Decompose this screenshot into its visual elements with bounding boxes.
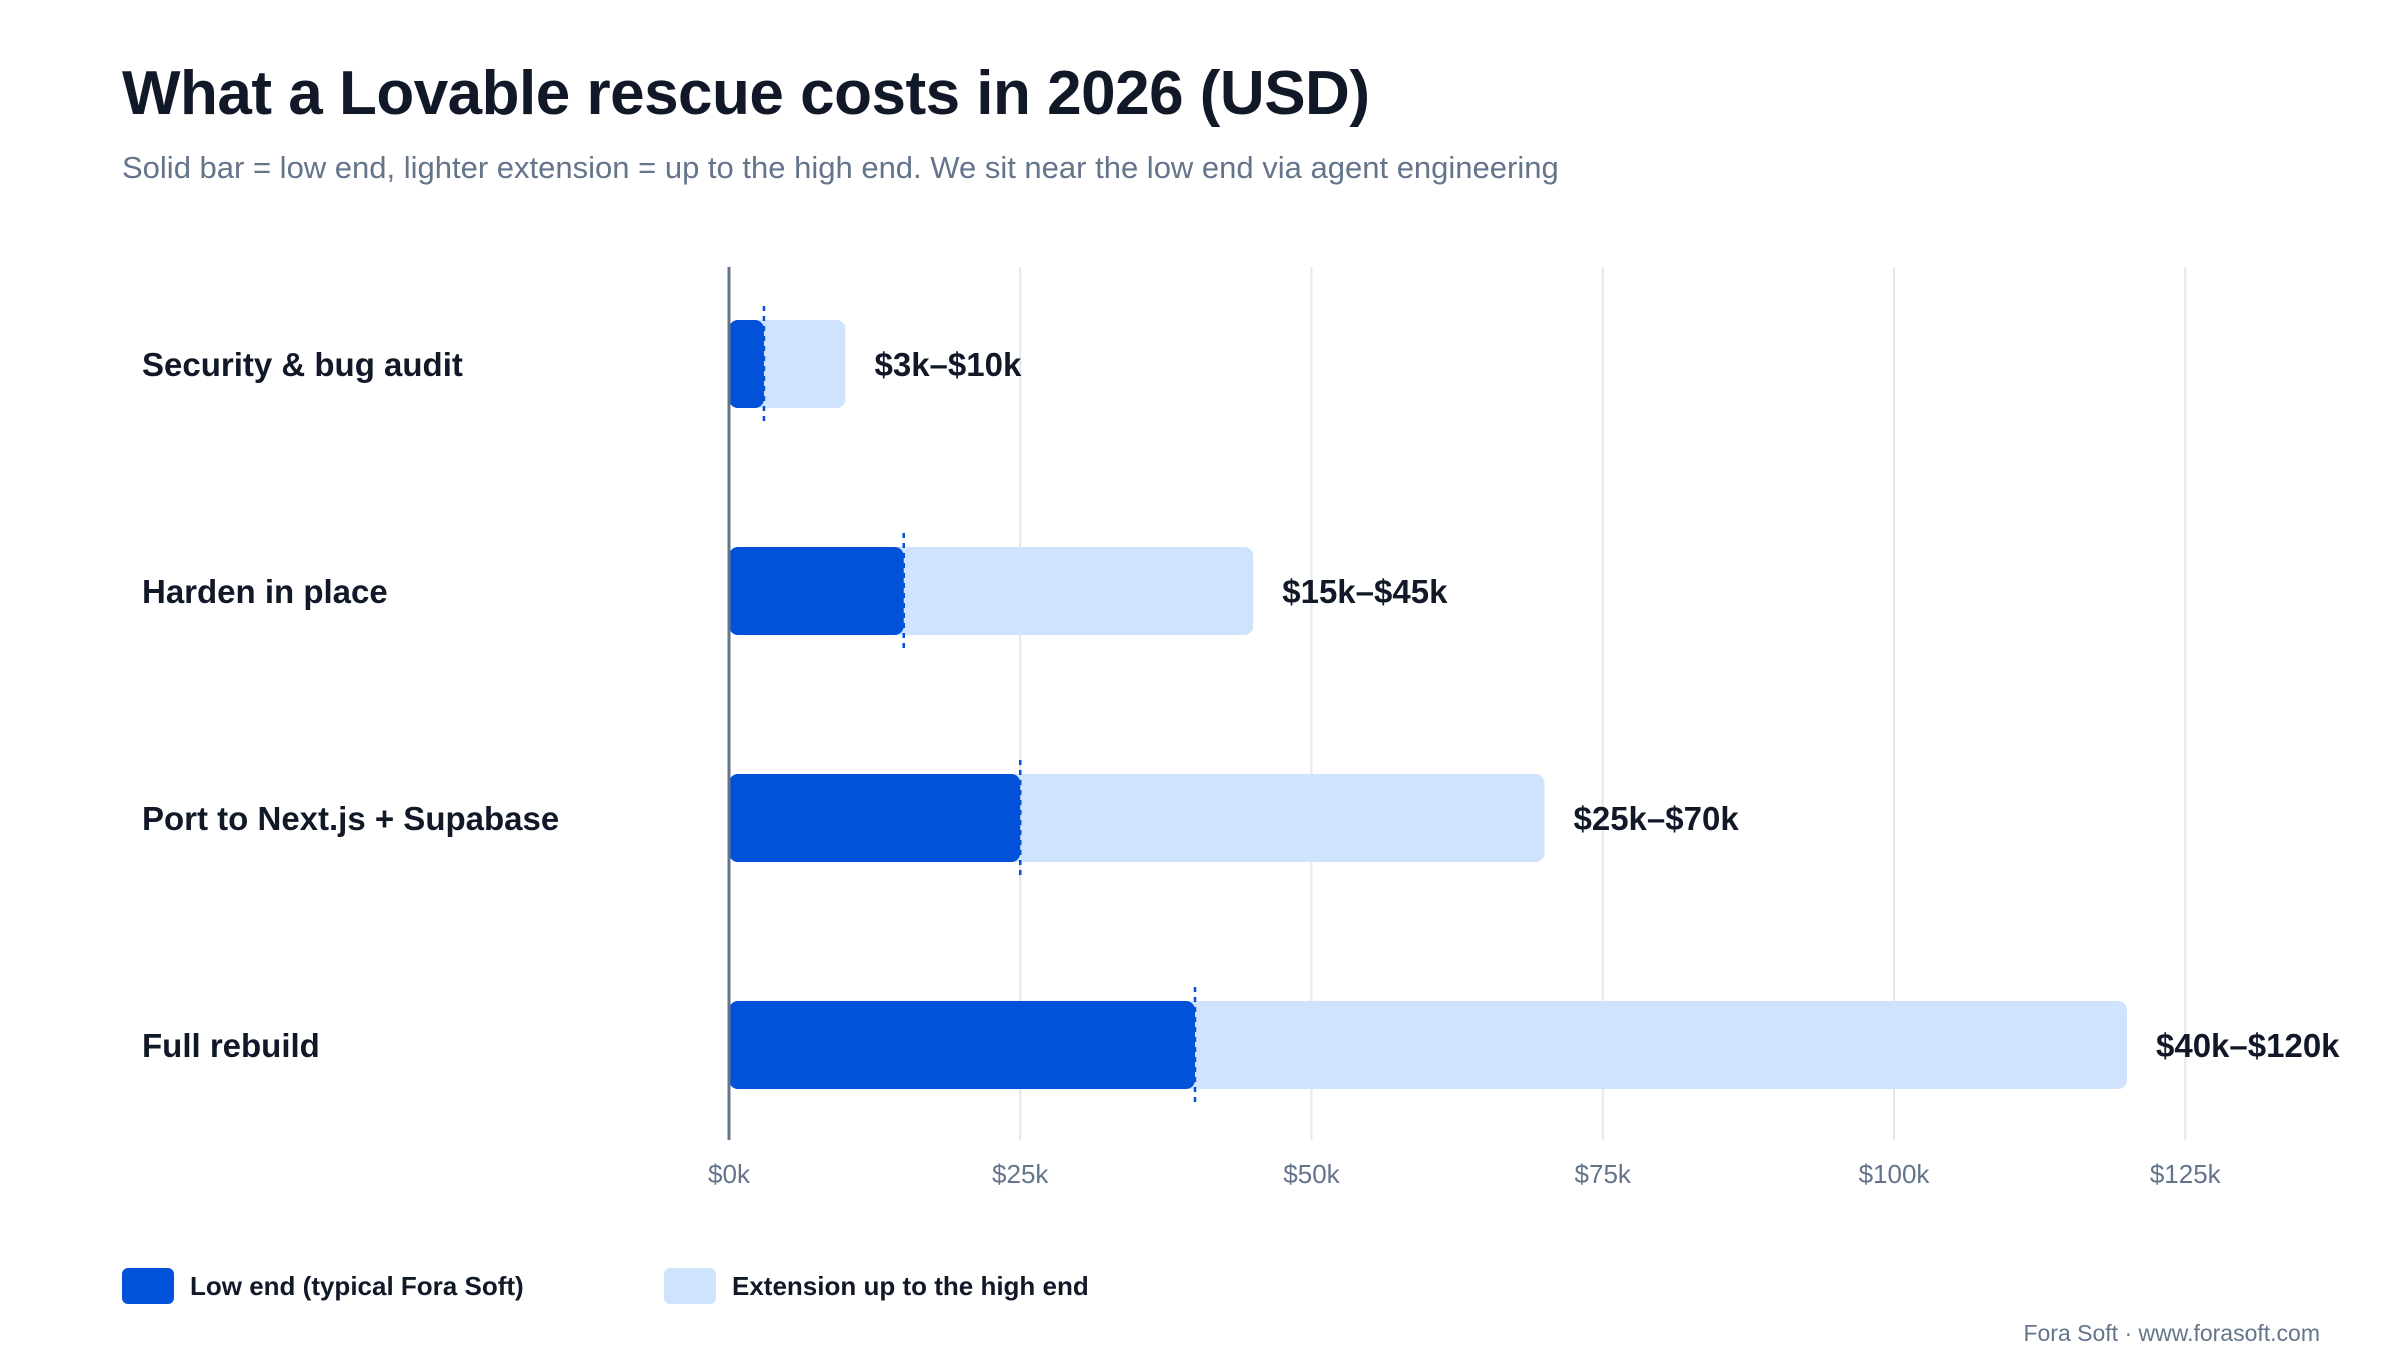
legend-label-low: Low end (typical Fora Soft) [190,1270,524,1301]
x-tick-label: $125k [2150,1159,2222,1189]
bar-low-end [729,1001,1195,1089]
bar-data-label: $25k–$70k [1574,800,1740,837]
x-tick-label: $75k [1575,1159,1632,1189]
bar-low-end [729,547,904,635]
category-label: Security & bug audit [142,346,463,383]
chart-title: What a Lovable rescue costs in 2026 (USD… [122,59,1370,128]
category-label: Port to Next.js + Supabase [142,800,559,837]
bar-low-end [729,774,1021,862]
legend-item-high: Extension up to the high end [664,1266,1089,1306]
legend: Low end (typical Fora Soft) Extension up… [122,1266,1322,1306]
category-label: Harden in place [142,573,388,610]
x-tick-label: $100k [1859,1159,1931,1189]
x-tick-label: $0k [708,1159,751,1189]
bar-data-label: $3k–$10k [875,346,1022,383]
footer-credit: Fora Soft · www.forasoft.com [2023,1320,2320,1346]
bar-data-label: $40k–$120k [2156,1027,2340,1064]
category-label: Full rebuild [142,1027,320,1064]
legend-label-high: Extension up to the high end [732,1270,1089,1301]
legend-swatch-low [122,1268,174,1304]
legend-swatch-high [664,1268,716,1304]
chart-subtitle: Solid bar = low end, lighter extension =… [122,150,1559,185]
legend-item-low: Low end (typical Fora Soft) [122,1266,524,1306]
x-tick-label: $25k [992,1159,1049,1189]
bar-low-end [729,320,764,408]
bar-data-label: $15k–$45k [1282,573,1448,610]
x-tick-label: $50k [1283,1159,1340,1189]
